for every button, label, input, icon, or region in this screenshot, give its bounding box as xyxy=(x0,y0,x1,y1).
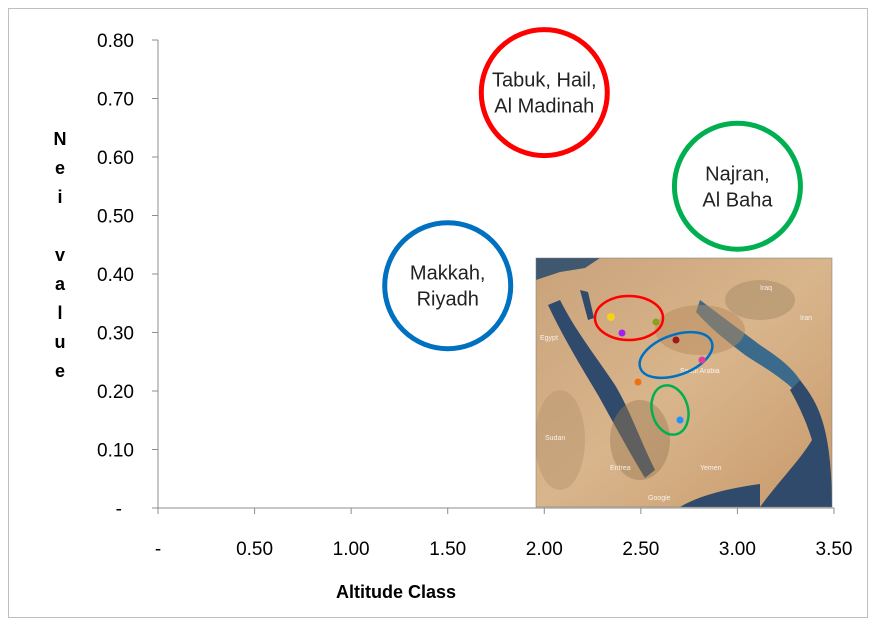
bubble-label-2: Makkah, xyxy=(410,263,486,285)
bubble-marker-2 xyxy=(382,220,514,352)
map-label-eritrea: Eritrea xyxy=(610,465,631,472)
map-pin-blue-icon xyxy=(676,416,684,424)
y-axis-title-letter: l xyxy=(57,303,62,323)
bubble-marker-0 xyxy=(478,27,610,159)
map-pin-purple-icon xyxy=(618,329,626,337)
map-text-labels: Egypt Saudi Arabia Sudan Iraq Iran Yemen… xyxy=(540,285,812,502)
x-tick-label: 2.50 xyxy=(622,539,659,560)
bubble-label-0: Al Madinah xyxy=(494,96,594,118)
y-axis-title-letter: i xyxy=(57,187,62,207)
map-label-iran: Iran xyxy=(800,315,812,322)
y-tick-label: 0.70 xyxy=(97,90,134,111)
y-tick-label: 0.50 xyxy=(97,207,134,228)
x-tick-label: 3.00 xyxy=(719,539,756,560)
y-axis-title-letter: v xyxy=(55,245,65,265)
bubble-marker-1 xyxy=(671,120,803,252)
y-axis-title-letter: a xyxy=(55,274,66,294)
map-pin-darkred-icon xyxy=(672,336,680,344)
x-tick-label: 2.00 xyxy=(526,539,563,560)
y-axis-title-letter: N xyxy=(54,129,67,149)
y-axis-title-letter: e xyxy=(55,361,65,381)
y-axis-title-letter: e xyxy=(55,158,65,178)
map-label-iraq: Iraq xyxy=(760,285,772,292)
map-pins xyxy=(607,313,706,424)
x-tick-label: 1.00 xyxy=(333,539,370,560)
map-label-saudi: Saudi Arabia xyxy=(680,368,720,375)
map-pin-yellow-icon xyxy=(607,313,615,321)
map-pin-olive-icon xyxy=(652,318,660,326)
map-label-yemen: Yemen xyxy=(700,465,722,472)
bubble-label-1: Al Baha xyxy=(702,189,773,211)
map-region-circle-north xyxy=(593,294,665,342)
map-label-egypt: Egypt xyxy=(540,335,558,342)
chart-frame xyxy=(8,8,868,618)
y-tick-label: 0.40 xyxy=(97,265,134,286)
y-tick-label: - xyxy=(116,499,122,520)
x-tick-label: 1.50 xyxy=(429,539,466,560)
x-tick-labels: - 0.50 1.00 1.50 2.00 2.50 3.00 3.50 xyxy=(155,508,853,560)
x-tick-label: 0.50 xyxy=(236,539,273,560)
y-tick-labels: - 0.10 0.20 0.30 0.40 0.50 0.60 0.70 0.80 xyxy=(97,31,158,520)
y-tick-label: 0.20 xyxy=(97,382,134,403)
y-tick-label: 0.10 xyxy=(97,441,134,462)
bubble-label-1: Najran, xyxy=(705,163,769,185)
map-region-circle-central xyxy=(638,330,714,380)
bubble-markers: Tabuk, Hail, Al Madinah Najran, Al Baha Makk… xyxy=(382,27,803,352)
map-pin-orange-icon xyxy=(634,378,642,386)
map-region-circle-south xyxy=(650,384,690,436)
saudi-arabia-map-image: Egypt Saudi Arabia Sudan Iraq Iran Yemen… xyxy=(535,257,833,508)
y-tick-label: 0.80 xyxy=(97,31,134,52)
x-tick-label: 3.50 xyxy=(816,539,853,560)
bubble-label-2: Riyadh xyxy=(417,289,479,311)
map-label-sudan: Sudan xyxy=(545,435,565,442)
x-tick-label: - xyxy=(155,539,161,560)
map-label-google: Google xyxy=(648,495,671,502)
y-tick-label: 0.60 xyxy=(97,148,134,169)
y-tick-label: 0.30 xyxy=(97,324,134,345)
y-axis-title-letter: u xyxy=(55,332,66,352)
bubble-label-0: Tabuk, Hail, xyxy=(492,70,597,92)
map-pin-pink-icon xyxy=(698,356,706,364)
x-axis-title: Altitude Class xyxy=(336,582,456,602)
